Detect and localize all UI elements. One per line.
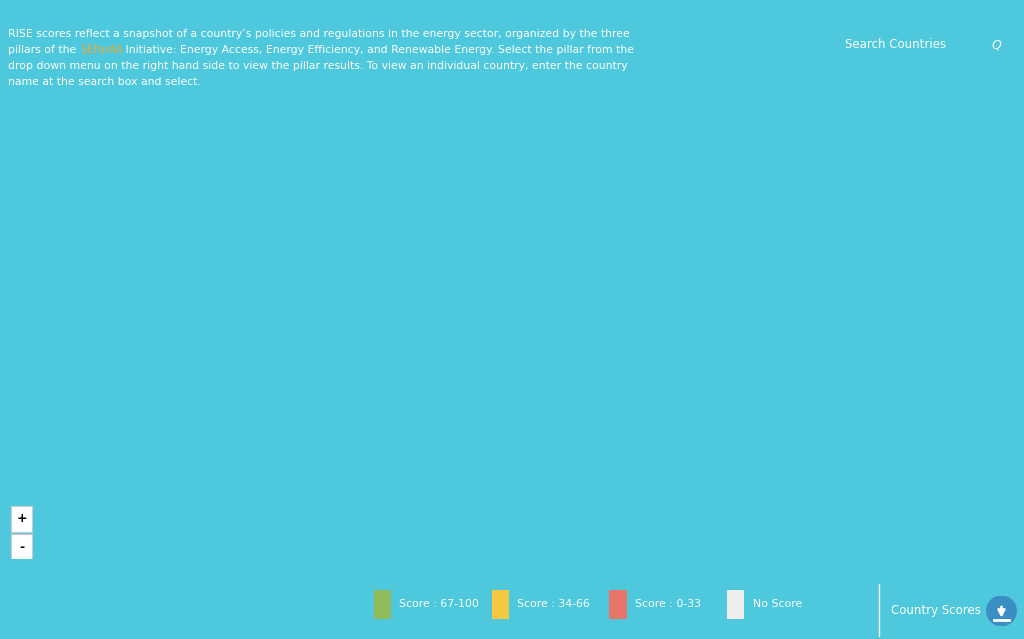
Text: +: +	[16, 512, 27, 525]
FancyBboxPatch shape	[374, 590, 391, 619]
FancyBboxPatch shape	[727, 590, 744, 619]
Circle shape	[987, 596, 1016, 626]
Text: SEforAll: SEforAll	[80, 45, 123, 55]
Text: pillars of the: pillars of the	[8, 45, 80, 55]
Text: RISE scores reflect a snapshot of a country’s policies and regulations in the en: RISE scores reflect a snapshot of a coun…	[8, 29, 630, 39]
FancyBboxPatch shape	[11, 506, 32, 532]
Text: Score : 34-66: Score : 34-66	[517, 599, 590, 610]
Text: Q: Q	[991, 38, 1001, 51]
FancyBboxPatch shape	[11, 534, 32, 560]
FancyBboxPatch shape	[609, 590, 627, 619]
Text: Score : 0-33: Score : 0-33	[635, 599, 700, 610]
Text: Country Scores: Country Scores	[891, 604, 981, 617]
FancyBboxPatch shape	[492, 590, 509, 619]
Text: Search Countries: Search Countries	[845, 38, 946, 51]
Text: Score : 67-100: Score : 67-100	[399, 599, 479, 610]
Text: drop down menu on the right hand side to view the pillar results. To view an ind: drop down menu on the right hand side to…	[8, 61, 628, 71]
Text: No Score: No Score	[753, 599, 802, 610]
Text: name at the search box and select.: name at the search box and select.	[8, 77, 201, 87]
Text: Initiative: Energy Access, Energy Efficiency, and Renewable Energy. Select the p: Initiative: Energy Access, Energy Effici…	[123, 45, 635, 55]
Text: -: -	[18, 541, 25, 553]
